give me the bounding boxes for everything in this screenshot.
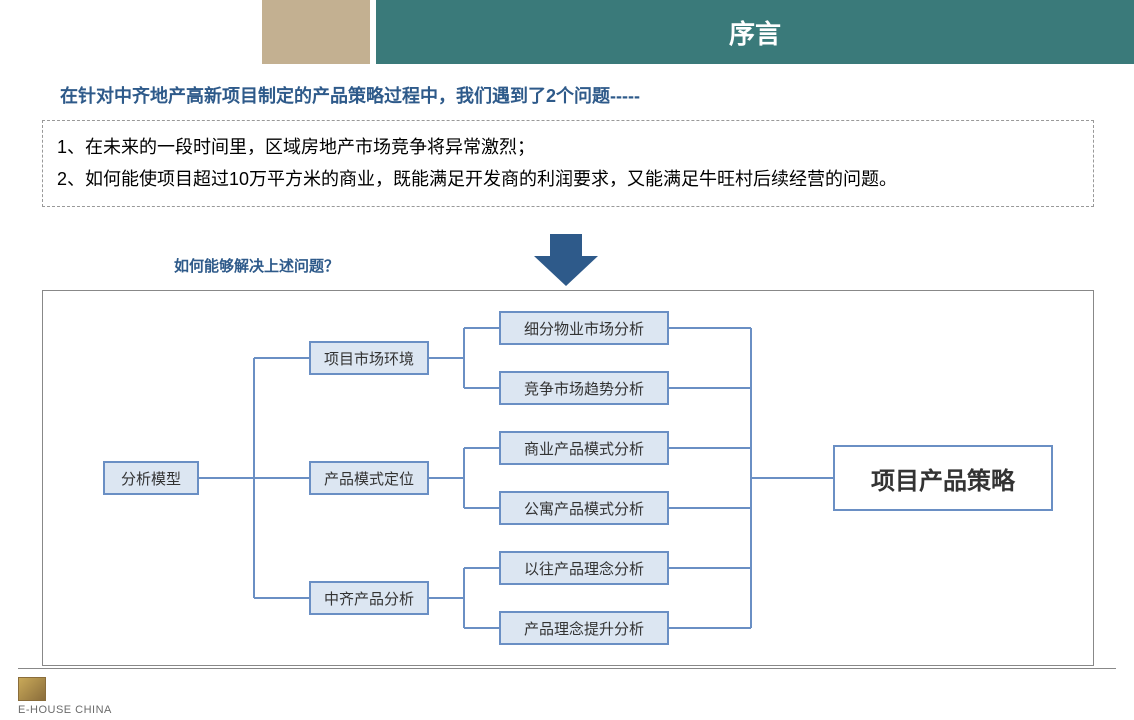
node-label: 以往产品理念分析	[524, 558, 644, 579]
flowchart-node-root: 分析模型	[103, 461, 199, 495]
footer-divider	[18, 668, 1116, 669]
node-label: 产品模式定位	[324, 468, 414, 489]
node-label: 分析模型	[121, 468, 181, 489]
flowchart-node-c3: 商业产品模式分析	[499, 431, 669, 465]
header: 序言	[0, 0, 1134, 64]
node-label: 细分物业市场分析	[524, 318, 644, 339]
question-label: 如何能够解决上述问题？	[174, 255, 339, 276]
problem-line-1: 1、在未来的一段时间里，区域房地产市场竞争将异常激烈；	[57, 131, 1079, 163]
flowchart-node-b2: 产品模式定位	[309, 461, 429, 495]
node-label: 中齐产品分析	[324, 588, 414, 609]
diagram-container: 分析模型 项目市场环境产品模式定位中齐产品分析 细分物业市场分析竞争市场趋势分析商业…	[42, 290, 1094, 666]
flowchart-node-b1: 项目市场环境	[309, 341, 429, 375]
flowchart-node-b3: 中齐产品分析	[309, 581, 429, 615]
node-label: 公寓产品模式分析	[524, 498, 644, 519]
footer-text: E-HOUSE CHINA	[18, 704, 112, 716]
header-accent-block	[262, 0, 370, 64]
flowchart-node-c1: 细分物业市场分析	[499, 311, 669, 345]
node-label: 产品理念提升分析	[524, 618, 644, 639]
node-label: 项目产品策略	[871, 461, 1015, 496]
flowchart-node-c4: 公寓产品模式分析	[499, 491, 669, 525]
flowchart-node-c2: 竞争市场趋势分析	[499, 371, 669, 405]
page-title: 序言	[729, 14, 781, 51]
header-title-bar: 序言	[376, 0, 1134, 64]
arrow-down-icon	[534, 234, 598, 286]
problem-line-2: 2、如何能使项目超过10万平方米的商业，既能满足开发商的利润要求，又能满足牛旺村…	[57, 163, 1079, 195]
flowchart-node-c6: 产品理念提升分析	[499, 611, 669, 645]
flowchart-node-c5: 以往产品理念分析	[499, 551, 669, 585]
logo-icon	[18, 677, 46, 701]
problem-box: 1、在未来的一段时间里，区域房地产市场竞争将异常激烈； 2、如何能使项目超过10…	[42, 120, 1094, 207]
node-label: 竞争市场趋势分析	[524, 378, 644, 399]
node-label: 商业产品模式分析	[524, 438, 644, 459]
footer-branding: E-HOUSE CHINA	[18, 677, 112, 716]
flowchart-node-output: 项目产品策略	[833, 445, 1053, 511]
node-label: 项目市场环境	[324, 348, 414, 369]
subtitle-text: 在针对中齐地产高新项目制定的产品策略过程中，我们遇到了2个问题-----	[60, 82, 640, 108]
